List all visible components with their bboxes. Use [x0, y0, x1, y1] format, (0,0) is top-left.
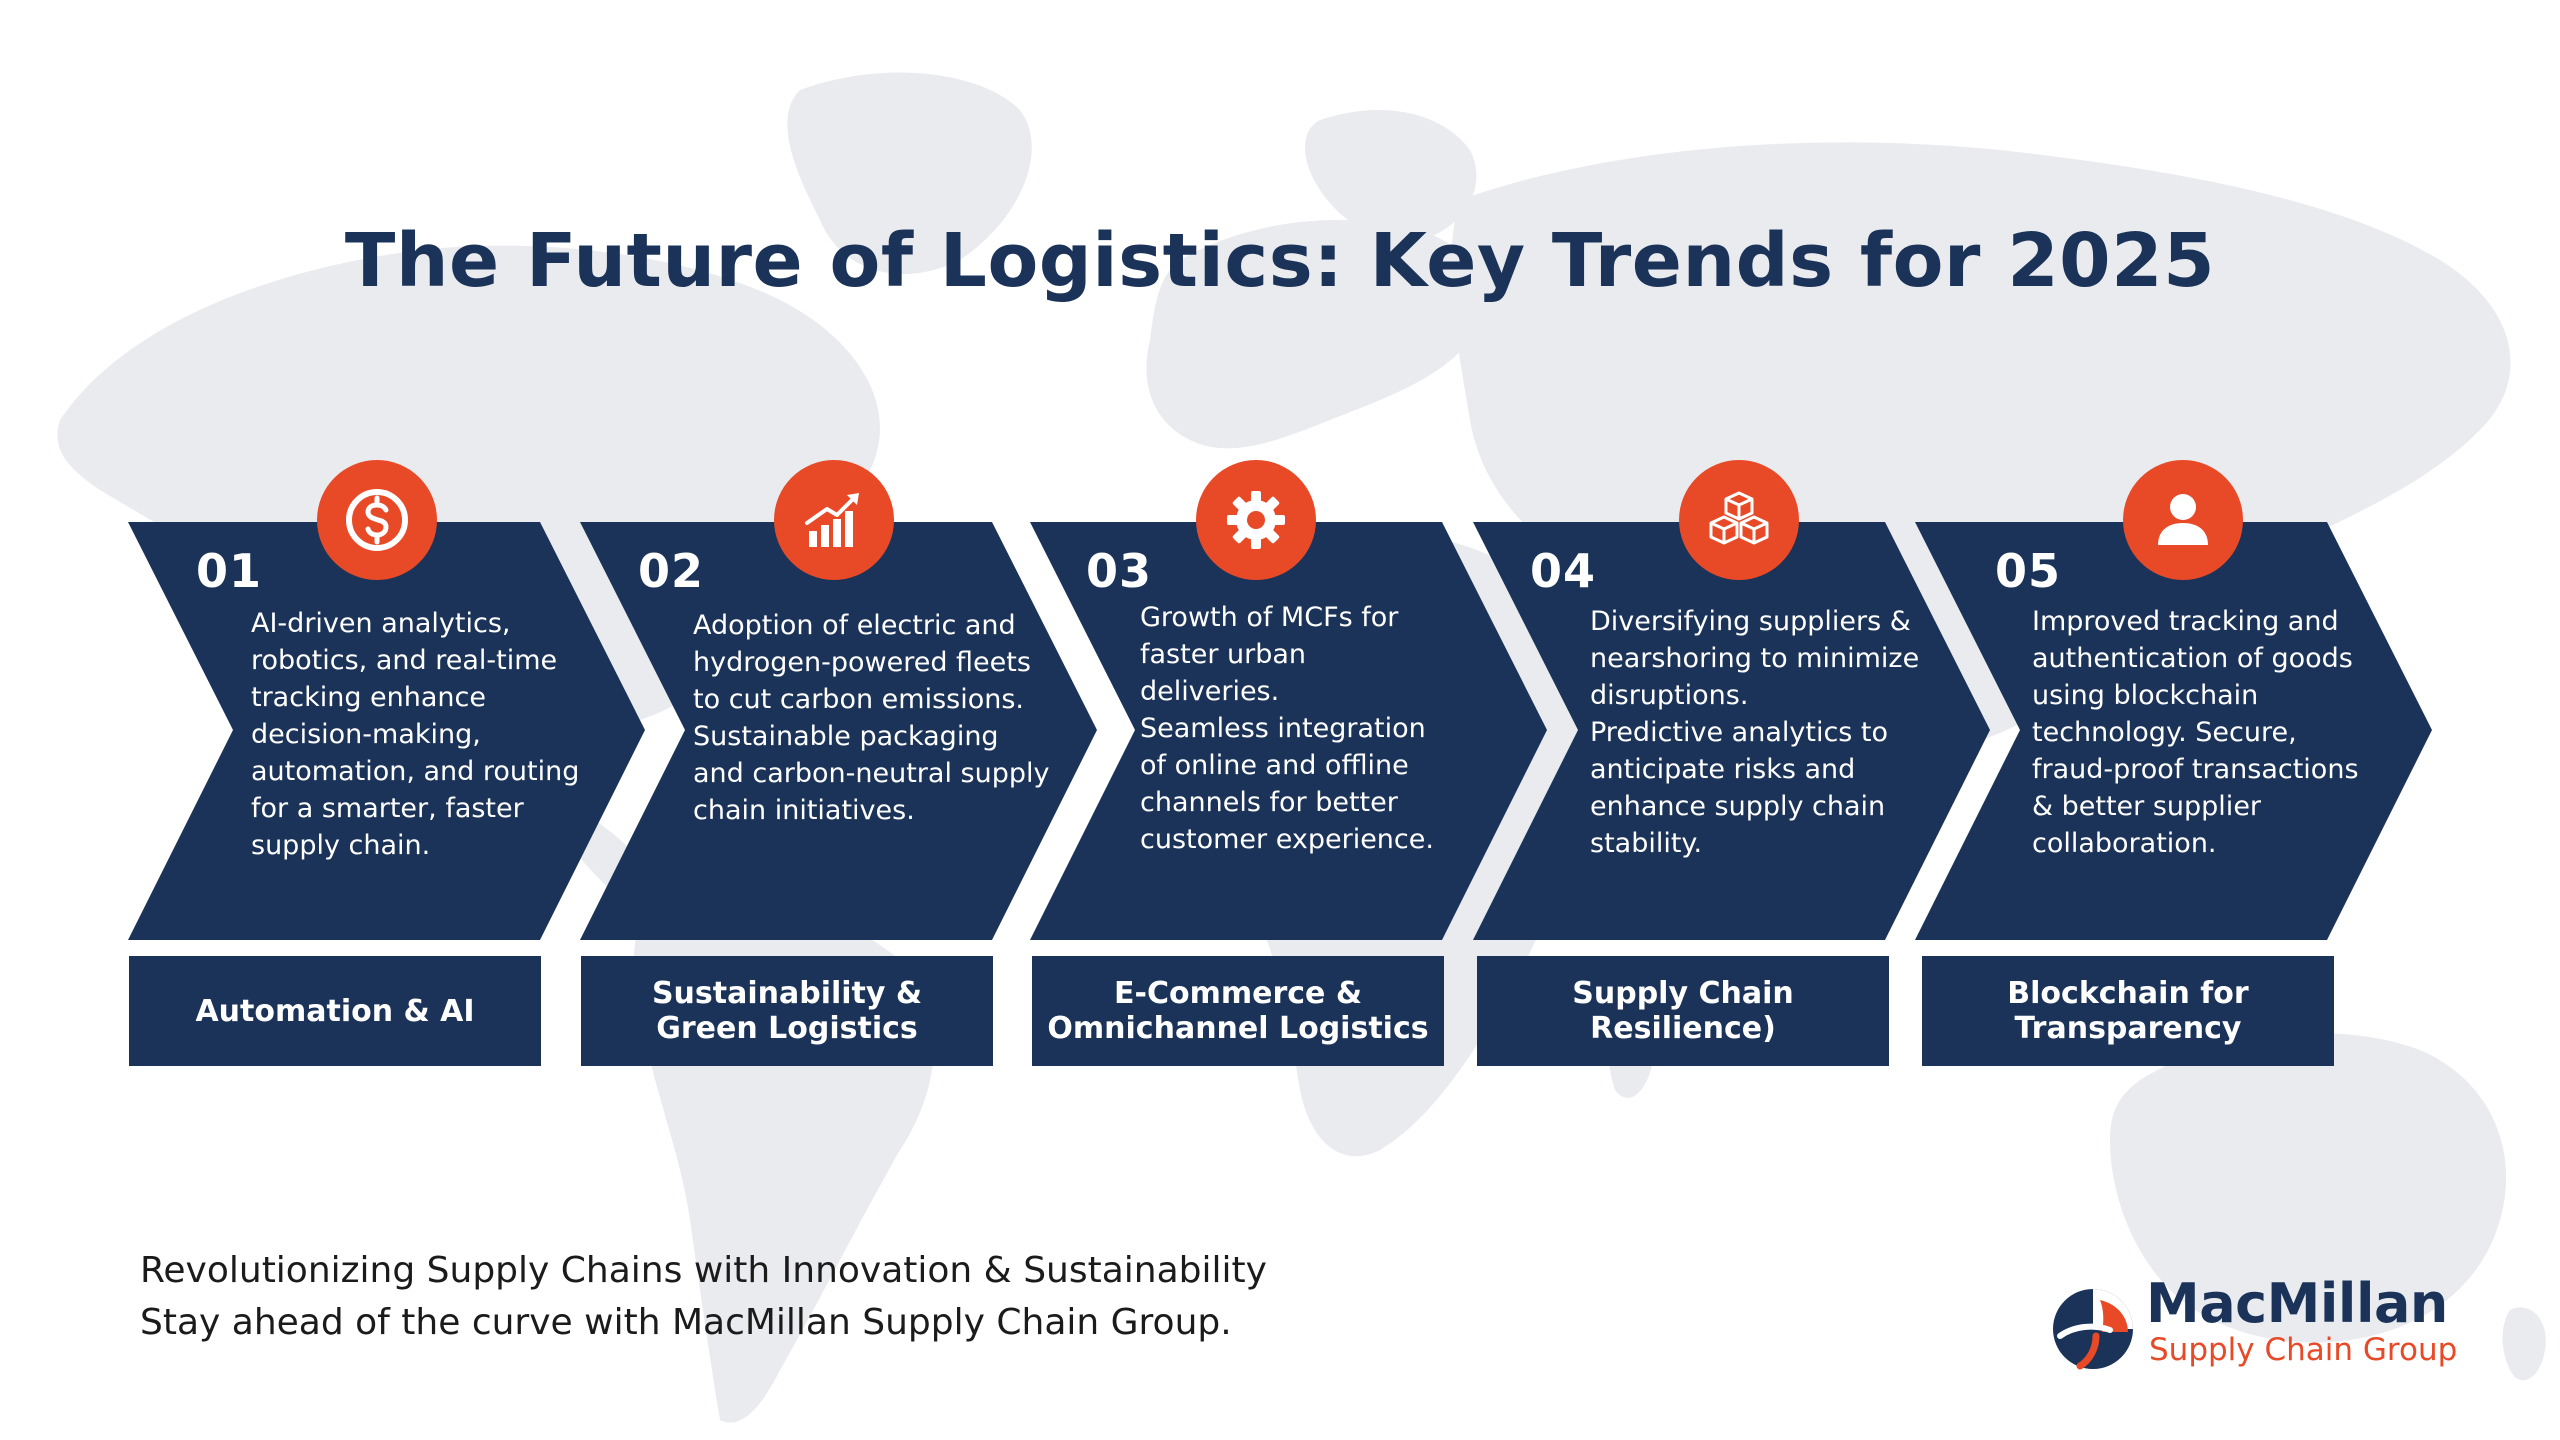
trend-number-04: 04	[1530, 544, 1597, 598]
footer-line-2: Stay ahead of the curve with MacMillan S…	[140, 1302, 1232, 1343]
trend-label-01: Automation & AI	[129, 956, 541, 1066]
page-title: The Future of Logistics: Key Trends for …	[344, 218, 2216, 304]
logo-name: MacMillan	[2146, 1272, 2448, 1335]
trend-description-04: Diversifying suppliers & nearshoring to …	[1590, 606, 1920, 859]
chevron-05	[1915, 522, 2432, 940]
dollar-icon	[317, 460, 437, 580]
company-logo: MacMillan Supply Chain Group	[2050, 1272, 2470, 1380]
trend-description-01: AI-driven analytics, robotics, and real-…	[251, 608, 580, 861]
trend-number-03: 03	[1086, 544, 1153, 598]
chevron-04	[1473, 522, 1990, 940]
trend-label-03: E-Commerce & Omnichannel Logistics	[1032, 956, 1444, 1066]
trend-description-02: Adoption of electric and hydrogen-powere…	[693, 610, 1050, 826]
growth-chart-icon	[774, 460, 894, 580]
chevron-01	[128, 522, 645, 940]
user-icon	[2123, 460, 2243, 580]
footer-line-1: Revolutionizing Supply Chains with Innov…	[140, 1250, 1267, 1291]
gear-icon	[1196, 460, 1316, 580]
trend-description-03: Growth of MCFs for faster urban deliveri…	[1140, 602, 1434, 855]
trend-number-05: 05	[1995, 544, 2062, 598]
boxes-icon	[1679, 460, 1799, 580]
trend-number-02: 02	[638, 544, 705, 598]
trend-label-02: Sustainability & Green Logistics	[581, 956, 993, 1066]
footer-tagline: Revolutionizing Supply Chains with Innov…	[140, 1245, 1267, 1349]
trend-description-05: Improved tracking and authentication of …	[2032, 606, 2359, 859]
trend-label-05: Blockchain for Transparency	[1922, 956, 2334, 1066]
logo-subtitle: Supply Chain Group	[2149, 1332, 2458, 1368]
trend-number-01: 01	[196, 544, 263, 598]
trend-label-04: Supply Chain Resilience)	[1477, 956, 1889, 1066]
logo-mark-icon	[2053, 1289, 2133, 1370]
chevron-02	[580, 522, 1097, 940]
chevron-03	[1030, 522, 1547, 940]
